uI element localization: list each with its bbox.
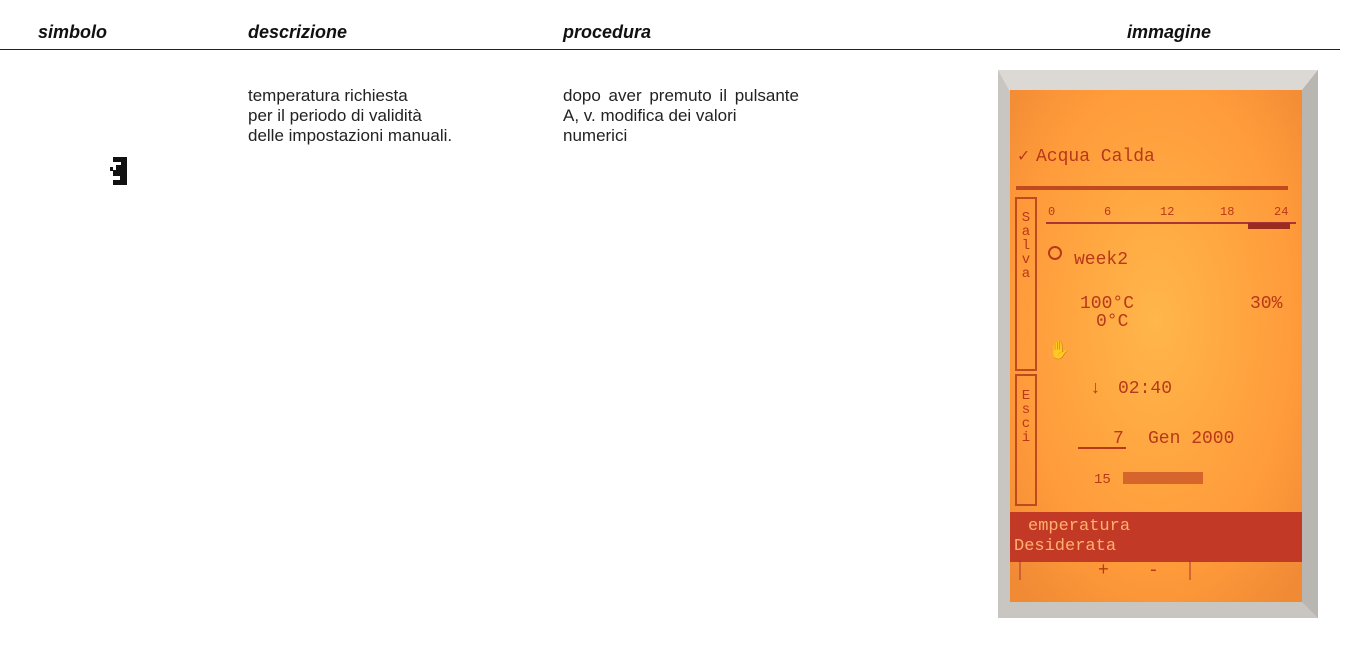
header: descrizione — [248, 22, 348, 42]
date: Gen 2000 — [1148, 429, 1234, 449]
side-label: Salva — [1018, 210, 1034, 280]
header: simbolo — [38, 22, 108, 42]
text-line: delle impostazioni manuali. — [248, 126, 453, 145]
title: Acqua Calda — [1036, 147, 1155, 167]
display-photo: Acqua Calda ✓ 0 6 12 18 24 week2 100°C 3… — [998, 70, 1318, 618]
icon: ✓ — [1018, 147, 1029, 167]
text-line: A, v. modifica dei valori — [563, 106, 737, 125]
button-label: + — [1098, 561, 1109, 581]
day: 7 — [1113, 429, 1124, 449]
button-label: - — [1148, 561, 1159, 581]
text-line: per il periodo di validità — [248, 106, 422, 125]
time-arrow: ↓ — [1090, 379, 1101, 399]
header: procedura — [563, 22, 652, 42]
text-line: numerici — [563, 126, 628, 145]
text-line: temperatura richiesta — [248, 86, 408, 105]
percent: 30% — [1250, 294, 1283, 314]
scale-label: 0 — [1048, 205, 1055, 219]
bar-text: emperatura — [1028, 517, 1130, 536]
program: week2 — [1074, 250, 1128, 270]
rule — [0, 49, 1340, 50]
time: 02:40 — [1118, 379, 1172, 399]
temperature: 100°C — [1080, 294, 1134, 314]
procedure: dopo aver premuto il pulsante A, v. modi… — [563, 86, 799, 146]
off-temperature: 0°C — [1096, 312, 1129, 332]
side-label: Esci — [1018, 388, 1034, 444]
scale-label: 18 — [1220, 205, 1234, 219]
description: temperatura richiesta per il periodo di … — [248, 86, 452, 146]
week: 15 — [1094, 472, 1111, 488]
text-line: dopo aver premuto il pulsante — [563, 86, 799, 105]
scale-label: 24 — [1274, 205, 1288, 219]
scale-label: 6 — [1104, 205, 1111, 219]
scale-label: 12 — [1160, 205, 1174, 219]
header: immagine — [1127, 22, 1212, 42]
bar-text: Desiderata — [1014, 537, 1116, 556]
symbol-icon — [110, 157, 127, 185]
hand-icon: ✋ — [1048, 339, 1070, 362]
